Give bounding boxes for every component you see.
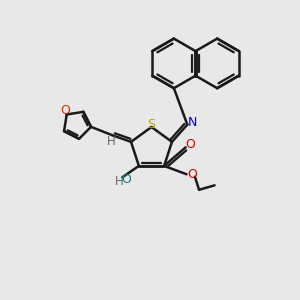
Text: O: O [60,104,70,117]
Text: O: O [185,138,195,151]
Text: N: N [188,116,197,129]
Text: O: O [187,168,197,182]
Text: S: S [148,118,155,130]
Text: H: H [115,175,123,188]
Text: O: O [121,172,131,185]
Text: H: H [107,135,116,148]
